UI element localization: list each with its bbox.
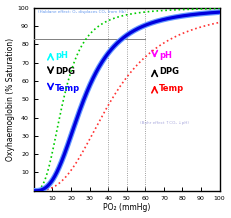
Text: Temp: Temp (55, 84, 80, 93)
Text: (Bohr effect ↑CO₂ ↓pH): (Bohr effect ↑CO₂ ↓pH) (140, 121, 189, 125)
Y-axis label: Oxyhaemoglobin (% Saturation): Oxyhaemoglobin (% Saturation) (6, 38, 15, 161)
Text: DPG: DPG (55, 67, 75, 76)
Text: (Haldane effect: O₂ displaces CO₂ from Hb): (Haldane effect: O₂ displaces CO₂ from H… (37, 10, 125, 14)
Text: Temp: Temp (159, 84, 184, 93)
Text: pH: pH (55, 51, 68, 60)
Text: DPG: DPG (159, 67, 179, 76)
Text: pH: pH (159, 51, 172, 60)
X-axis label: PO₂ (mmHg): PO₂ (mmHg) (103, 203, 150, 213)
